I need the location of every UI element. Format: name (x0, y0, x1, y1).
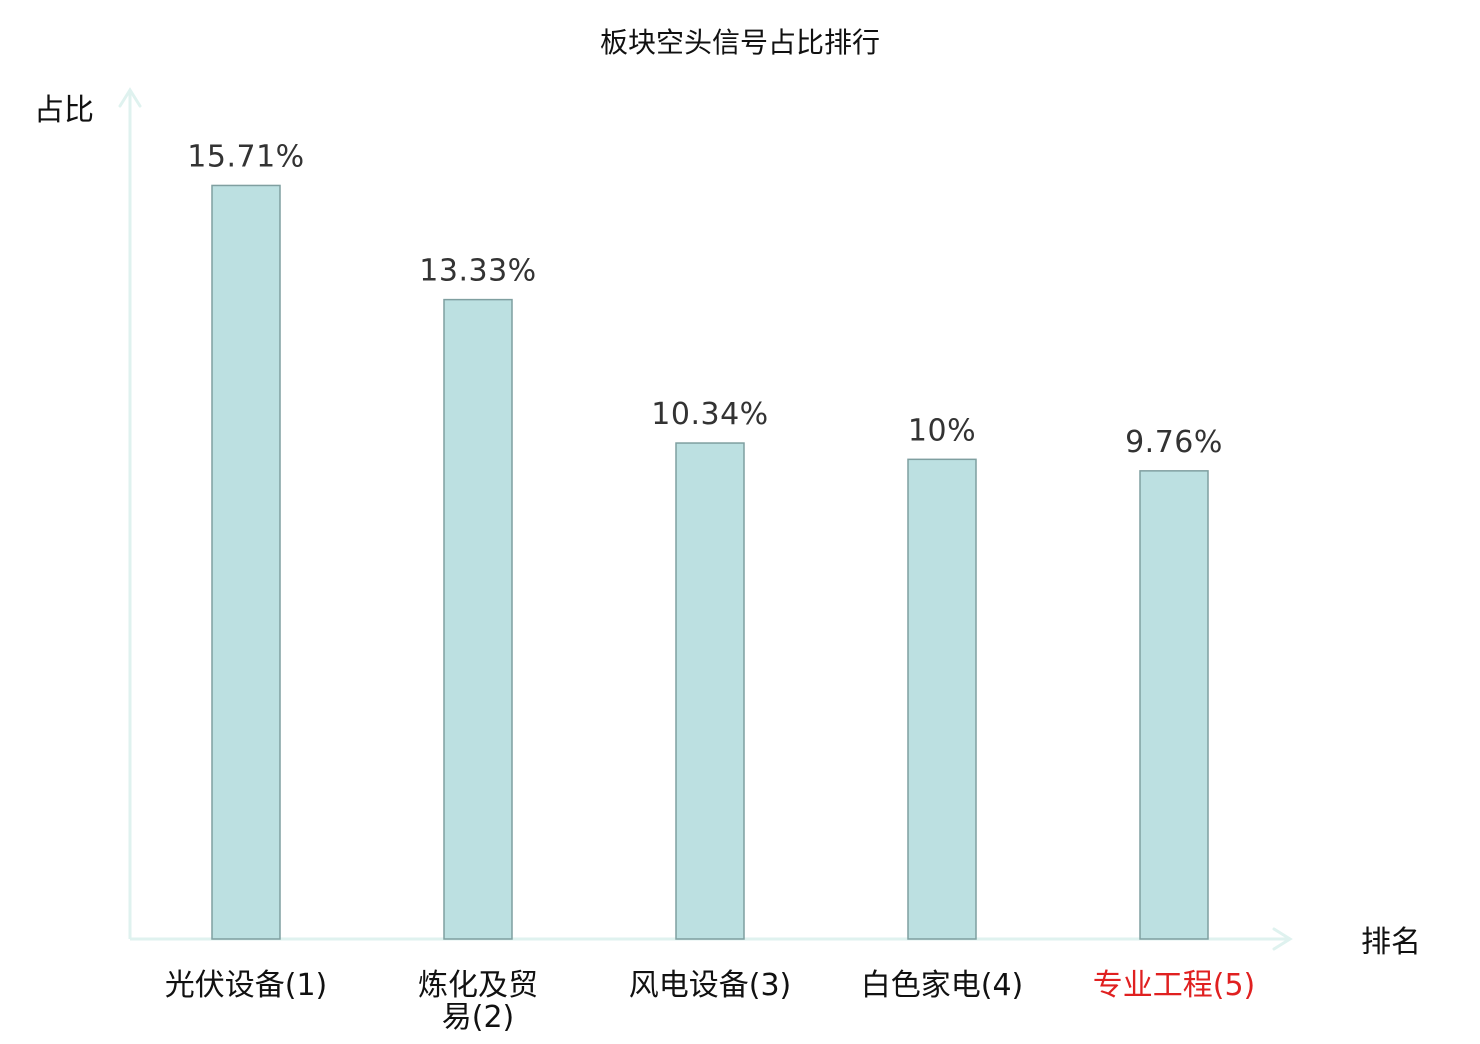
category-label: 炼化及贸 (418, 968, 538, 1003)
x-axis-arrow-icon (1272, 927, 1293, 951)
bar-value-label: 15.71% (187, 139, 304, 174)
bar (211, 184, 281, 940)
bar (907, 458, 977, 940)
bars-group (211, 184, 1209, 940)
category-label: 风电设备(3) (629, 968, 792, 1003)
bar-value-label: 10.34% (651, 397, 768, 432)
x-axis-label: 排名 (1361, 925, 1421, 960)
y-axis-label: 占比 (34, 93, 94, 128)
chart-title: 板块空头信号占比排行 (600, 26, 880, 59)
bar-value-label: 10% (908, 413, 976, 448)
category-label: 专业工程(5) (1093, 968, 1256, 1003)
bar-value-label: 9.76% (1125, 425, 1223, 460)
bar (1139, 470, 1209, 940)
y-axis-arrow-icon (118, 87, 142, 108)
category-label: 光伏设备(1) (165, 968, 328, 1003)
bar (675, 442, 745, 940)
category-label: 白色家电(4) (861, 968, 1024, 1003)
bar-value-label: 13.33% (419, 254, 536, 289)
category-label: 易(2) (442, 1000, 515, 1035)
value-labels-group: 15.71% 13.33% 10.34% 10% 9.76% (187, 139, 1223, 460)
bar (443, 298, 513, 940)
